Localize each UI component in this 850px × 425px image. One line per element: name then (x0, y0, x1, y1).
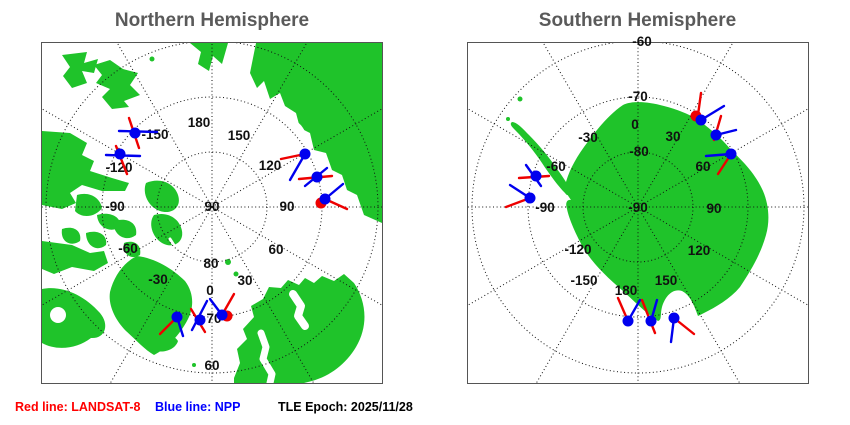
satellite-marker (208, 292, 236, 322)
land-arctic-island (113, 219, 137, 239)
satellite-marker (690, 91, 726, 126)
land-chukotka-west (62, 52, 98, 88)
nares-strait (168, 237, 186, 263)
grid-label: 120 (259, 158, 282, 173)
land-arctic-island (75, 193, 102, 217)
south-grid-labels: -60 -70 -80 -90 0 30 60 90 120 150 180 -30 -60 -90 -12… (535, 34, 721, 298)
south-satellite-markers (504, 91, 738, 344)
grid-label: -150 (570, 273, 597, 288)
south-map-title: Southern Hemisphere (538, 10, 737, 31)
grid-label: 0 (631, 117, 639, 132)
satellite-marker (297, 166, 334, 188)
grid-label: 90 (204, 199, 219, 214)
satellite-marker (710, 114, 738, 142)
satellite-marker (616, 296, 642, 327)
grid-label: -90 (628, 200, 648, 215)
land-svalbard (233, 271, 239, 277)
land-faroe (192, 363, 196, 367)
land-iceland (150, 333, 178, 352)
north-landmasses (42, 43, 382, 383)
white-sea (289, 290, 309, 330)
land-siberia-fragment (190, 43, 228, 71)
grid-label: 180 (615, 283, 638, 298)
grid-label: 180 (188, 115, 211, 130)
north-hemisphere-map: 180 150 -150 120 -120 90 -90 60 -60 30 -30 0 90 80 70 6… (41, 42, 383, 384)
south-hemisphere-map: -60 -70 -80 -90 0 30 60 90 120 150 180 -30 -60 -90 -12… (467, 34, 809, 384)
land-south-america-tip (517, 96, 523, 102)
grid-label: -60 (632, 34, 652, 49)
legend-landsat8: Red line: LANDSAT-8 (15, 400, 141, 414)
satellite-marker (668, 312, 696, 344)
land-canada-mainland (42, 241, 108, 274)
satellite-marker (704, 148, 737, 176)
satellite-marker (315, 182, 349, 211)
land-svalbard (225, 259, 231, 265)
grid-label: -30 (578, 130, 598, 145)
south-landmasses (506, 96, 769, 321)
satellite-marker (517, 163, 551, 188)
land-arctic-island (123, 241, 141, 258)
hudson-bay (50, 307, 66, 323)
grid-label: -30 (148, 272, 168, 287)
grid-label: -60 (118, 241, 138, 256)
grid-label: -80 (629, 144, 649, 159)
grid-label: -90 (535, 200, 555, 215)
north-map-title: Northern Hemisphere (114, 10, 310, 31)
south-graticule (468, 43, 808, 383)
grid-label: 120 (688, 243, 711, 258)
grid-label: -70 (628, 89, 648, 104)
north-satellite-markers (104, 116, 349, 338)
grid-label: 30 (665, 129, 680, 144)
satellite-marker (640, 298, 659, 335)
land-eurasia (250, 43, 382, 223)
satellite-marker (158, 311, 185, 338)
north-grid-labels: 180150-150120-12090-9060-6030-3009080706… (105, 115, 294, 373)
grid-label: 0 (206, 283, 214, 298)
land-antarctica (564, 102, 769, 321)
satellite-marker (279, 148, 311, 182)
legend-npp: Blue line: NPP (155, 400, 241, 414)
satellite-marker (104, 144, 142, 176)
grid-label: 80 (203, 256, 218, 271)
south-hemisphere-svg: -60 -70 -80 -90 0 30 60 90 120 150 180 -30 -60 -90 -12… (468, 34, 808, 383)
grid-label: -120 (105, 160, 132, 175)
grid-label: -120 (564, 242, 591, 257)
grid-label: 60 (268, 242, 283, 257)
land-antarctic-peninsula (510, 122, 571, 196)
land-alaska (42, 131, 129, 209)
grid-label: 60 (695, 159, 710, 174)
north-hemisphere-svg: 180150-150120-12090-9060-6030-3009080706… (42, 43, 382, 383)
land-ellesmere (144, 180, 179, 213)
satellite-marker (117, 116, 159, 150)
grid-label: -90 (105, 199, 125, 214)
land-arctic-island (61, 227, 81, 244)
land-greenland (109, 256, 193, 355)
legend-tle-epoch: TLE Epoch: 2025/11/28 (278, 400, 413, 414)
baltic-sea (257, 329, 276, 383)
satellite-marker (189, 299, 209, 334)
grid-label: -150 (141, 127, 168, 142)
land-chukotka-east (94, 60, 140, 109)
land-islet (506, 117, 510, 121)
grid-label: 150 (655, 273, 678, 288)
land-arctic-island (86, 231, 107, 249)
grid-label: 150 (228, 128, 251, 143)
grid-label: 90 (706, 201, 721, 216)
satellite-marker (504, 183, 536, 209)
grid-label: -60 (546, 159, 566, 174)
grid-label: 30 (237, 273, 252, 288)
grid-label: 60 (204, 358, 219, 373)
land-islet (149, 56, 155, 62)
land-labrador (42, 288, 106, 348)
grid-label: 90 (279, 199, 294, 214)
